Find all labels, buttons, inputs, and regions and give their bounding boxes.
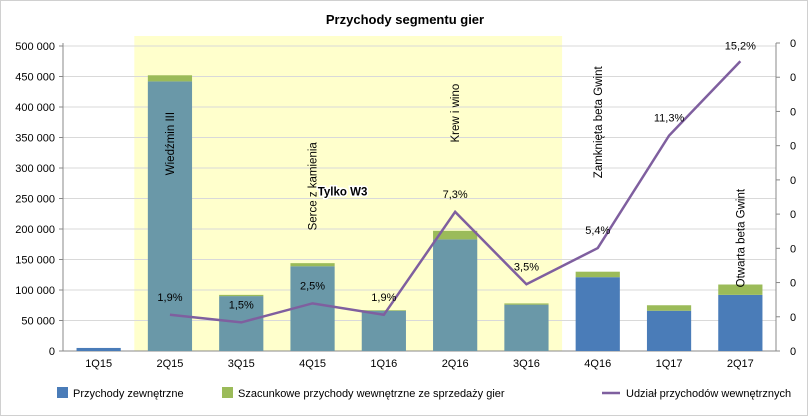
x-tick-label: 2Q17 [727,358,754,370]
x-tick-label: 4Q16 [584,358,611,370]
y-left-tick-label: 400 000 [15,102,55,114]
x-tick-label: 2Q16 [442,358,469,370]
data-label: 7,3% [443,189,468,201]
y-left-tick-label: 100 000 [15,285,55,297]
bar-external [646,310,692,351]
data-label: 11,3% [654,113,685,125]
bar-external [76,347,121,351]
bar-external [433,239,478,351]
data-label: 1,5% [229,299,254,311]
bar-external [504,304,549,351]
legend-item-label: Przychody zewnętrzne [73,388,184,400]
y-left-tick-label: 300 000 [15,163,55,175]
y-right-tick-label: 0 [790,106,796,118]
annotation-label: Zamknięta beta Gwint [593,66,605,179]
highlight-band [134,36,563,351]
bar-external [718,294,763,351]
y-right-tick-label: 0 [790,312,796,324]
y-right-tick-label: 0 [790,346,796,358]
y-left-tick-label: 0 [49,346,55,358]
bar-internal [147,75,193,82]
annotation-label: Serce z kamienia [308,142,320,231]
legend-item-label: Udział przychodów wewnętrznych [626,388,791,400]
x-tick-label: 1Q15 [85,358,112,370]
x-tick-label: 3Q16 [513,358,540,370]
x-tick-label: 3Q15 [228,358,255,370]
y-left-tick-label: 500 000 [15,41,55,53]
bar-internal [646,305,692,311]
bar-external [361,310,406,351]
series-line-internal-share [169,60,742,324]
y-left-tick-label: 200 000 [15,224,55,236]
y-right-tick-label: 0 [790,72,796,84]
bar-internal [575,271,620,278]
y-left-tick-label: 150 000 [15,255,55,267]
y-right-tick-label: 0 [790,175,796,187]
bar-internal [504,303,549,305]
x-tick-label: 1Q16 [370,358,397,370]
y-left-tick-label: 450 000 [15,72,55,84]
legend-swatch [222,387,233,398]
data-label: 2,5% [300,280,325,292]
data-label: 15,2% [725,40,756,52]
bar-internal [433,230,478,240]
x-tick-label: 1Q17 [656,358,683,370]
data-label: 5,4% [585,225,610,237]
y-left-tick-label: 250 000 [15,194,55,206]
bar-internal [219,294,264,297]
data-label: 1,9% [371,292,396,304]
bar-internal [290,263,335,267]
annotation-label: Krew i wino [450,84,462,143]
bar-external [147,81,193,351]
x-tick-label: 2Q15 [156,358,183,370]
legend-swatch [57,387,68,398]
y-left-tick-label: 350 000 [15,133,55,145]
bar-internal [718,284,763,295]
y-right-tick-label: 0 [790,209,796,221]
data-label: 3,5% [514,261,539,273]
bar-external [290,266,335,351]
y-right-tick-label: 0 [790,38,796,50]
annotation-label: Tylko W3 [318,186,368,198]
y-right-tick-label: 0 [790,141,796,153]
y-left-tick-label: 50 000 [21,316,55,328]
bar-internal [361,310,406,311]
annotation-label: Wiedźmin III [165,112,177,175]
y-right-tick-label: 0 [790,278,796,290]
data-label: 1,9% [157,292,182,304]
y-right-tick-label: 0 [790,243,796,255]
chart-title: Przychody segmentu gier [326,12,484,27]
annotation-label: Otwarta beta Gwint [735,188,747,287]
x-tick-label: 4Q15 [299,358,326,370]
legend-item-label: Szacunkowe przychody wewnętrzne ze sprze… [238,388,505,400]
bar-external [575,277,620,351]
